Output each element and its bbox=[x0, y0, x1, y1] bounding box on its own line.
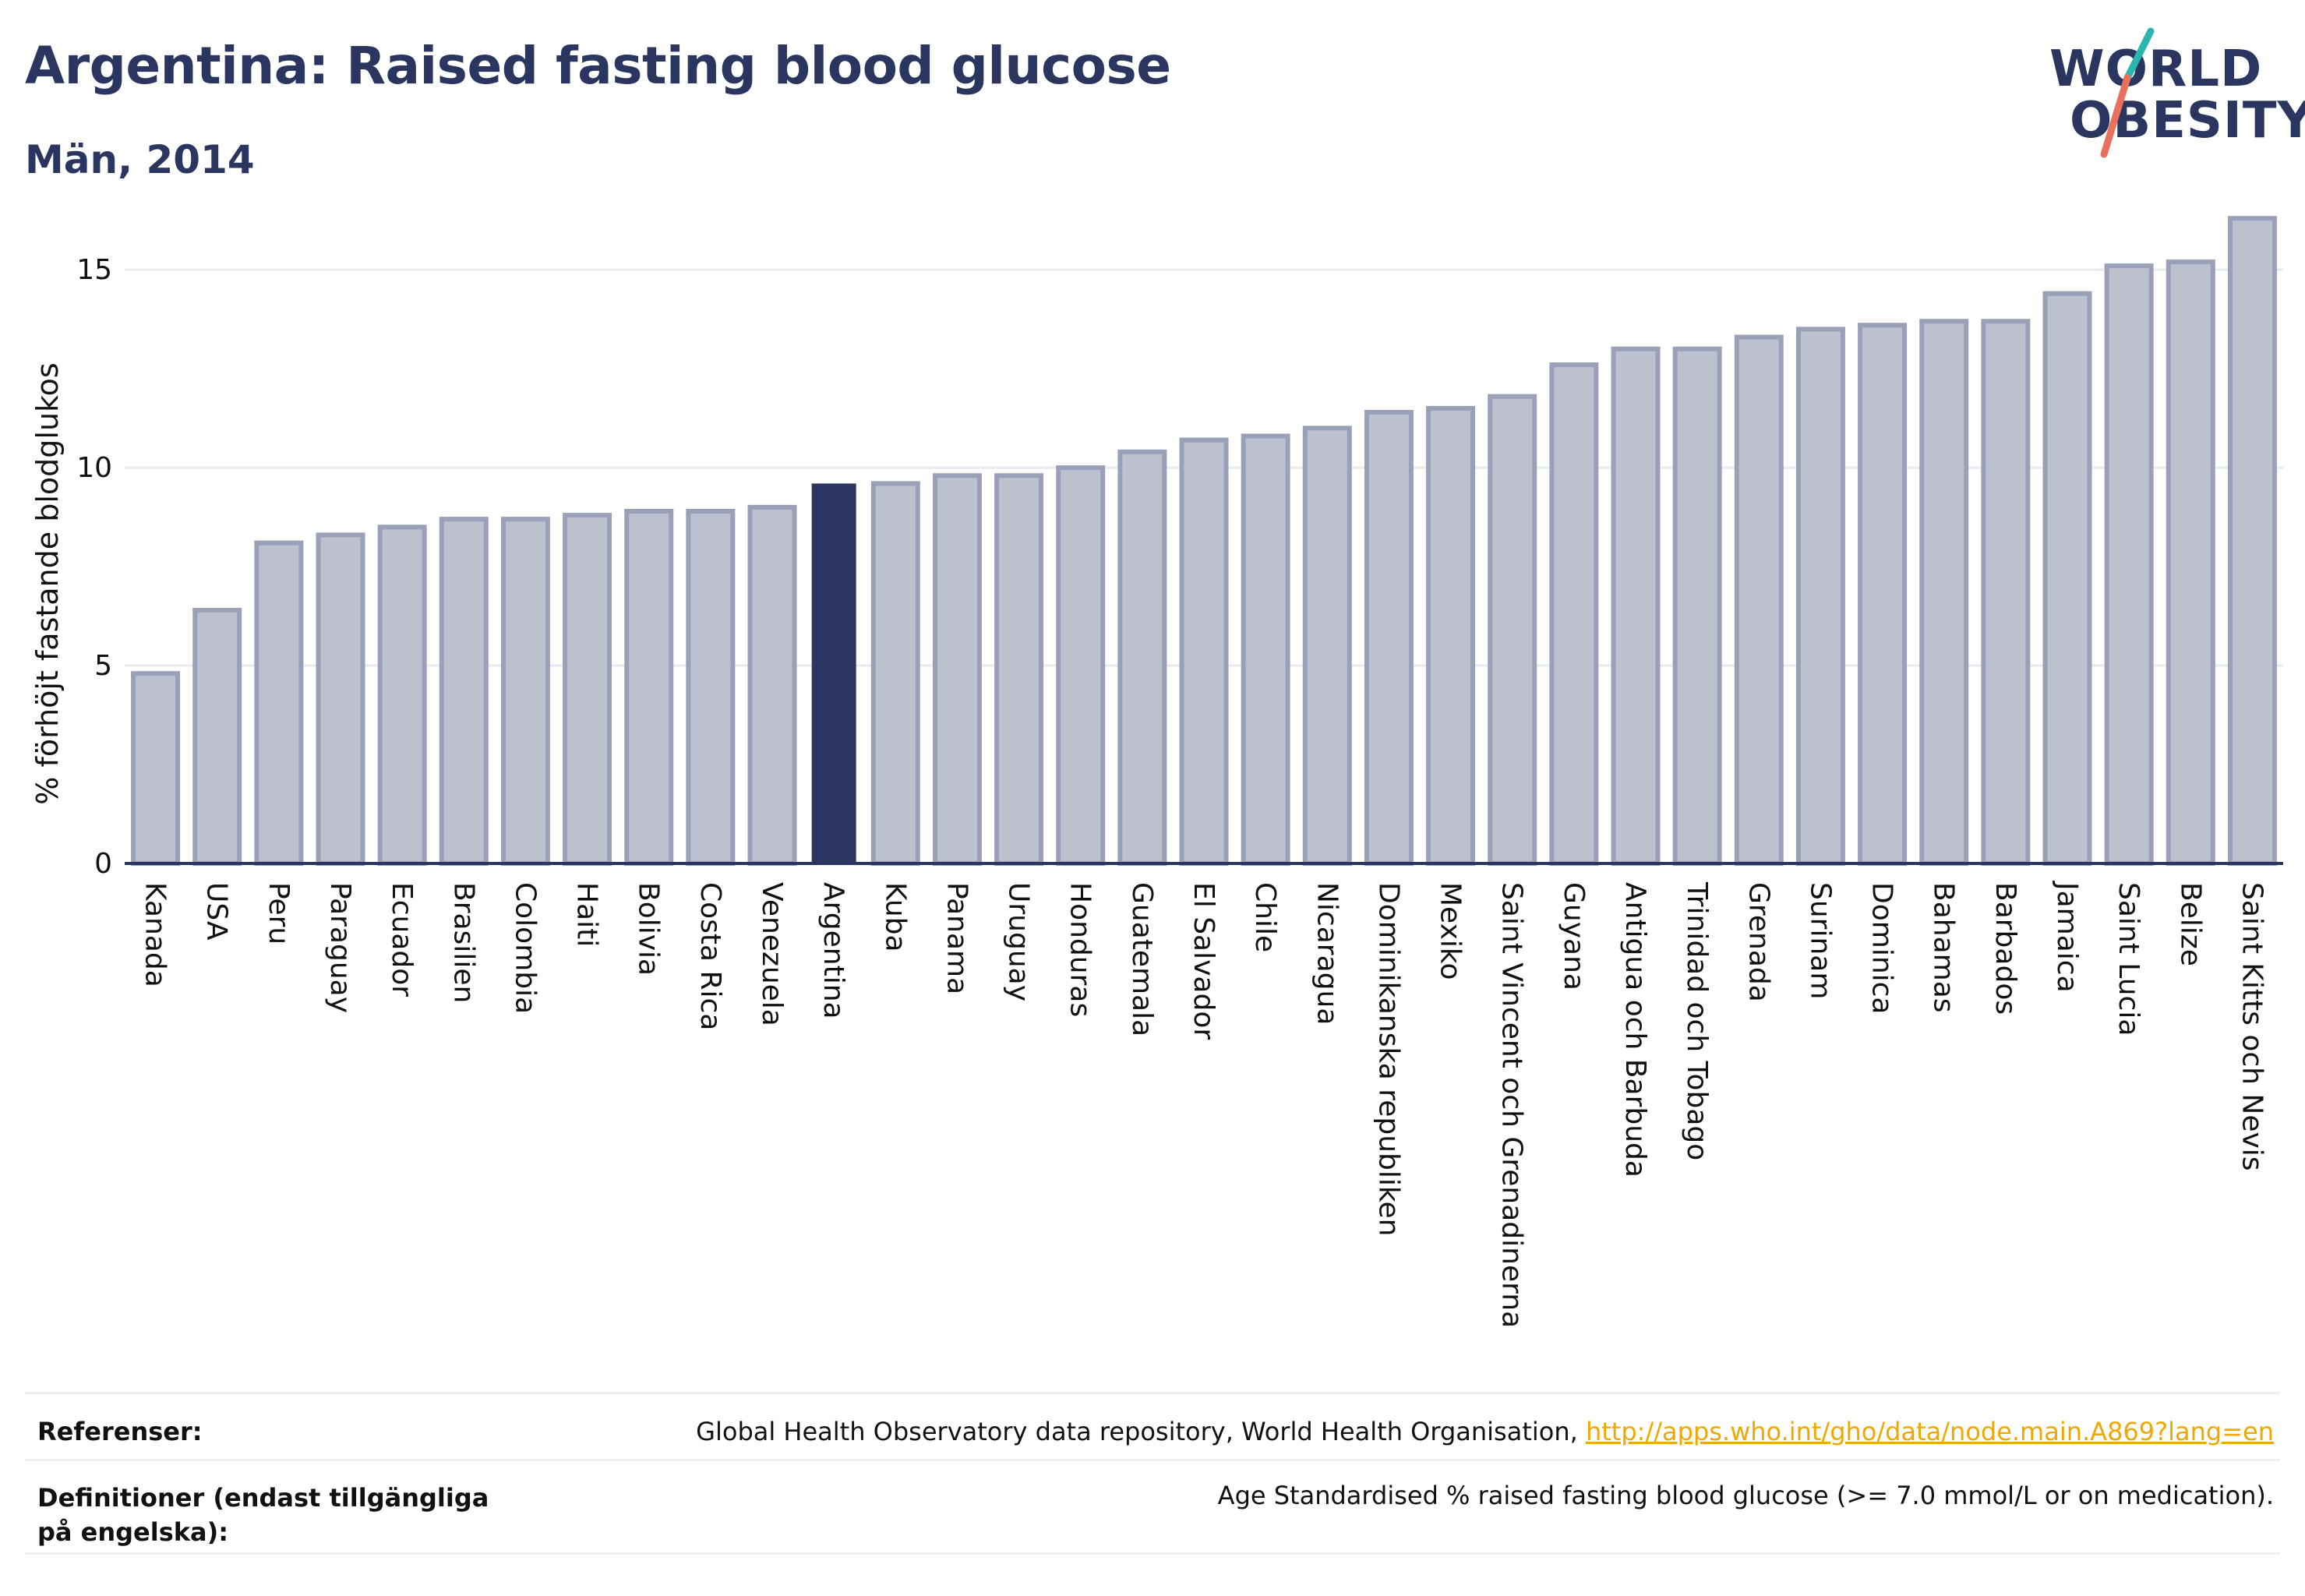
x-tick-label: Guyana bbox=[1558, 882, 1590, 990]
references-link[interactable]: http://apps.who.int/gho/data/node.main.A… bbox=[1585, 1417, 2274, 1446]
logo-text-line1: WORLD bbox=[2049, 41, 2263, 98]
x-tick-label: Trinidad och Tobago bbox=[1681, 881, 1713, 1160]
bar-surinam bbox=[1795, 327, 1845, 866]
bar-bahamas bbox=[1919, 319, 1969, 866]
bar-el-salvador bbox=[1179, 437, 1229, 866]
bar-costa-rica bbox=[686, 508, 736, 866]
bar-ecuador bbox=[377, 524, 427, 866]
y-tick-label: 5 bbox=[94, 650, 112, 682]
y-tick-label: 10 bbox=[76, 452, 112, 484]
bar-guyana bbox=[1549, 362, 1599, 866]
x-tick-label: Barbados bbox=[1989, 882, 2021, 1015]
footer-divider-bottom bbox=[25, 1552, 2280, 1555]
bar-haiti bbox=[563, 513, 612, 866]
bar-peru bbox=[254, 540, 304, 866]
bar-argentina bbox=[811, 483, 856, 863]
x-tick-label: Argentina bbox=[817, 882, 849, 1019]
x-tick-label: Ecuador bbox=[386, 882, 418, 997]
bar-kuba bbox=[870, 481, 920, 866]
references-text: Global Health Observatory data repositor… bbox=[696, 1417, 1586, 1446]
x-tick-label: Costa Rica bbox=[694, 882, 726, 1030]
x-tick-label: Saint Kitts och Nevis bbox=[2236, 882, 2268, 1171]
x-tick-label: Nicaragua bbox=[1311, 882, 1343, 1025]
x-tick-label: Saint Lucia bbox=[2113, 882, 2144, 1036]
x-tick-label: El Salvador bbox=[1188, 882, 1220, 1040]
page-subtitle: Män, 2014 bbox=[25, 137, 255, 182]
x-tick-label: Grenada bbox=[1742, 882, 1774, 1002]
x-tick-label: Peru bbox=[263, 882, 295, 945]
y-tick-label: 15 bbox=[76, 254, 112, 286]
x-tick-label: Paraguay bbox=[324, 882, 356, 1013]
x-tick-label: Jamaica bbox=[2051, 881, 2083, 993]
bar-usa bbox=[192, 607, 242, 866]
x-tick-label: Uruguay bbox=[1003, 882, 1035, 1001]
footer-divider-top bbox=[25, 1392, 2280, 1394]
x-tick-label: Bahamas bbox=[1928, 882, 1960, 1013]
x-tick-label: Mexiko bbox=[1435, 882, 1467, 980]
bar-paraguay bbox=[316, 532, 365, 867]
bar-brasilien bbox=[439, 517, 489, 866]
world-obesity-logo: WORLD OBESITY bbox=[2042, 23, 2305, 164]
x-tick-label: Dominica bbox=[1866, 882, 1898, 1015]
bar-mexiko bbox=[1426, 405, 1476, 866]
x-tick-label: Belize bbox=[2174, 882, 2206, 966]
bar-jamaica bbox=[2042, 291, 2092, 866]
bar-saint-kitts-och-nevis bbox=[2227, 216, 2277, 866]
x-tick-label: Saint Vincent och Grenadinerna bbox=[1496, 882, 1528, 1328]
x-tick-label: Surinam bbox=[1804, 882, 1836, 999]
bar-trinidad-och-tobago bbox=[1672, 346, 1722, 866]
x-tick-label: Dominikanska republiken bbox=[1372, 882, 1404, 1236]
bar-belize bbox=[2166, 260, 2215, 866]
x-tick-label: Kanada bbox=[139, 882, 171, 987]
bar-colombia bbox=[500, 517, 550, 866]
bar-dominica bbox=[1858, 323, 1908, 866]
bar-uruguay bbox=[994, 473, 1044, 867]
page-title: Argentina: Raised fasting blood glucose bbox=[25, 36, 1171, 96]
x-tick-label: Kuba bbox=[879, 882, 911, 952]
references-label: Referenser: bbox=[37, 1417, 203, 1446]
bar-saint-lucia bbox=[2104, 263, 2154, 866]
bar-honduras bbox=[1056, 465, 1106, 866]
definitions-value: Age Standardised % raised fasting blood … bbox=[1217, 1481, 2274, 1510]
footer-divider-middle bbox=[25, 1459, 2280, 1461]
x-tick-label: Antigua och Barbuda bbox=[1619, 882, 1651, 1178]
bar-bolivia bbox=[624, 508, 674, 866]
y-tick-label: 0 bbox=[94, 848, 112, 880]
bar-chart: 0 5 10 15 % förhöjt fastande blodglukos Kanad… bbox=[30, 216, 2283, 1328]
bar-chile bbox=[1241, 433, 1290, 866]
bar-panama bbox=[932, 473, 982, 867]
y-axis-title: % förhöjt fastande blodglukos bbox=[30, 362, 65, 804]
x-tick-label: Colombia bbox=[509, 882, 541, 1014]
x-tick-label: Honduras bbox=[1064, 882, 1096, 1017]
references-value: Global Health Observatory data repositor… bbox=[696, 1417, 2274, 1446]
bar-barbados bbox=[1981, 319, 2031, 866]
logo-slash-icon bbox=[2100, 27, 2155, 158]
x-tick-label: Brasilien bbox=[447, 882, 479, 1003]
bar-nicaragua bbox=[1302, 425, 1352, 866]
bar-antigua-och-barbuda bbox=[1611, 346, 1661, 866]
x-tick-label: Haiti bbox=[571, 882, 603, 947]
bar-guatemala bbox=[1117, 449, 1167, 866]
x-tick-label: Venezuela bbox=[756, 882, 788, 1026]
bar-grenada bbox=[1734, 334, 1784, 866]
x-tick-label: Panama bbox=[941, 882, 972, 994]
x-tick-label: Bolivia bbox=[633, 882, 665, 976]
x-tick-label: Chile bbox=[1249, 882, 1281, 952]
bar-kanada bbox=[131, 671, 181, 867]
bar-venezuela bbox=[747, 504, 797, 867]
definitions-label: Definitioner (endast tillgängliga på eng… bbox=[37, 1483, 489, 1547]
bar-saint-vincent-och-grenadinerna bbox=[1488, 394, 1537, 867]
bar-dominikanska-republiken bbox=[1364, 410, 1414, 866]
x-tick-label: USA bbox=[201, 882, 233, 941]
x-tick-label: Guatemala bbox=[1126, 882, 1158, 1036]
